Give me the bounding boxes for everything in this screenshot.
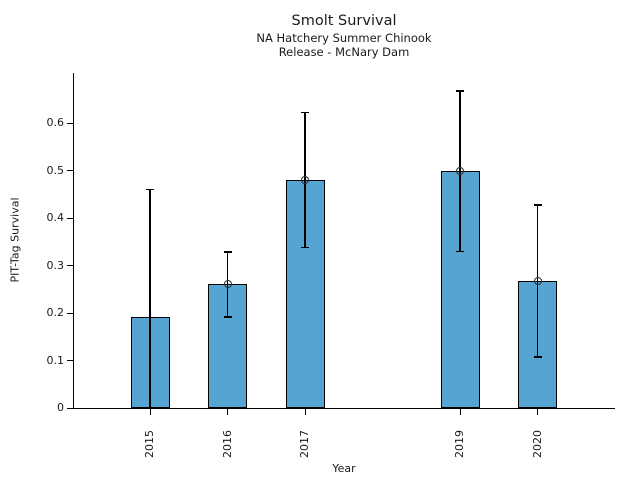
- error-cap-bottom-2016: [223, 316, 232, 318]
- y-tick-0.1: [67, 360, 73, 361]
- y-tick-label-0.3: 0.3: [46, 258, 65, 272]
- point-marker-2016: [223, 280, 232, 289]
- error-cap-bottom-2020: [533, 356, 542, 358]
- x-tick-label-2020: 2020: [530, 430, 544, 458]
- point-marker-2017: [301, 176, 309, 184]
- y-tick-0.2: [67, 312, 73, 314]
- error-cap-top-2017: [301, 111, 309, 114]
- x-tick-2019: [459, 409, 461, 415]
- x-tick-2020: [537, 409, 538, 415]
- chart-title: Smolt Survival: [291, 13, 397, 29]
- error-cap-bottom-2019: [456, 250, 464, 253]
- point-marker-2020: [533, 276, 542, 285]
- point-marker-2019: [456, 166, 464, 175]
- error-bar-2015: [149, 189, 151, 408]
- y-axis-spine: [73, 73, 74, 408]
- error-cap-bottom-2017: [301, 246, 309, 249]
- y-tick-0.4: [67, 217, 73, 219]
- x-tick-label-2016: 2016: [220, 430, 234, 458]
- y-tick-0: [67, 407, 73, 409]
- x-tick-label-2019: 2019: [453, 430, 466, 458]
- x-tick-label-2017: 2017: [298, 430, 311, 458]
- x-tick-2015: [149, 409, 151, 415]
- error-cap-top-2016: [223, 251, 232, 253]
- x-axis-label: Year: [332, 462, 356, 475]
- y-tick-label-0.6: 0.6: [46, 116, 65, 129]
- y-tick-label-0.4: 0.4: [46, 211, 65, 224]
- x-tick-2016: [227, 409, 228, 415]
- x-axis-spine: [73, 408, 615, 409]
- chart-subtitle-line-2: Release - McNary Dam: [278, 45, 410, 59]
- y-tick-0.3: [67, 265, 73, 266]
- chart-subtitle-line-1: NA Hatchery Summer Chinook: [256, 31, 432, 45]
- error-cap-top-2015: [146, 188, 154, 191]
- y-tick-label-0.1: 0.1: [46, 353, 65, 367]
- bar-2019: [440, 170, 480, 408]
- y-tick-0.5: [67, 170, 73, 171]
- y-tick-label-0.2: 0.2: [46, 306, 65, 319]
- y-tick-label-0: 0: [57, 401, 64, 414]
- y-tick-label-0.5: 0.5: [46, 163, 65, 177]
- x-tick-2017: [304, 409, 306, 415]
- error-cap-top-2019: [456, 90, 464, 92]
- y-tick-0.6: [67, 122, 73, 124]
- x-tick-label-2015: 2015: [143, 430, 156, 458]
- error-cap-top-2020: [533, 204, 542, 206]
